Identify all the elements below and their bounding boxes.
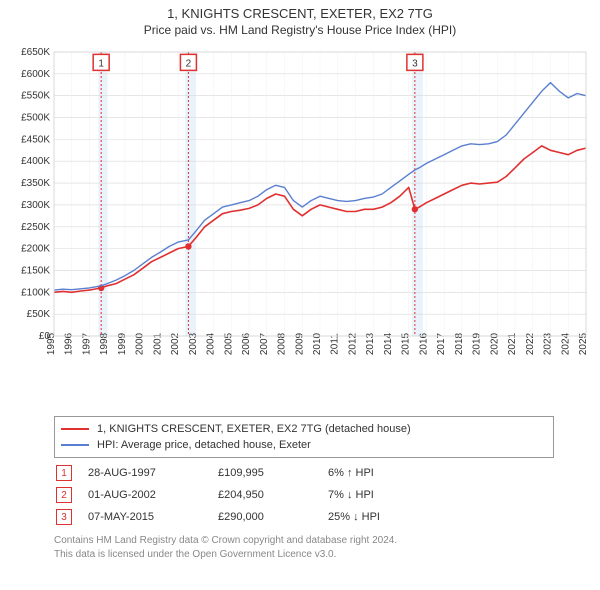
svg-text:£450K: £450K (21, 134, 50, 145)
sales-diff: 6% ↑ HPI (328, 467, 438, 479)
svg-text:£300K: £300K (21, 200, 50, 211)
svg-text:£150K: £150K (21, 265, 50, 276)
svg-text:£50K: £50K (27, 309, 51, 320)
legend-swatch-blue (61, 444, 89, 446)
svg-text:£200K: £200K (21, 244, 50, 255)
sales-price: £290,000 (218, 511, 328, 523)
chart-area: £0£50K£100K£150K£200K£250K£300K£350K£400… (10, 48, 590, 388)
footer-attribution: Contains HM Land Registry data © Crown c… (54, 534, 574, 561)
legend-label-red: 1, KNIGHTS CRESCENT, EXETER, EX2 7TG (de… (97, 423, 411, 435)
svg-text:£350K: £350K (21, 178, 50, 189)
legend-swatch-red (61, 428, 89, 430)
footer-line2: This data is licensed under the Open Gov… (54, 548, 574, 562)
svg-text:£550K: £550K (21, 91, 50, 102)
sales-row: 2 01-AUG-2002£204,9507% ↓ HPI (54, 484, 554, 506)
svg-text:£400K: £400K (21, 156, 50, 167)
sales-marker-3: 3 (56, 509, 72, 525)
svg-text:2: 2 (186, 58, 192, 69)
sales-price: £109,995 (218, 467, 328, 479)
svg-text:1: 1 (98, 58, 104, 69)
svg-text:£600K: £600K (21, 69, 50, 80)
sales-price: £204,950 (218, 489, 328, 501)
legend-label-blue: HPI: Average price, detached house, Exet… (97, 439, 311, 451)
svg-text:£250K: £250K (21, 222, 50, 233)
chart-title-line2: Price paid vs. HM Land Registry's House … (0, 23, 600, 37)
sales-row: 1 28-AUG-1997£109,9956% ↑ HPI (54, 462, 554, 484)
sales-diff: 7% ↓ HPI (328, 489, 438, 501)
sales-date: 07-MAY-2015 (88, 511, 218, 523)
legend: 1, KNIGHTS CRESCENT, EXETER, EX2 7TG (de… (54, 416, 554, 458)
legend-item-blue: HPI: Average price, detached house, Exet… (61, 437, 547, 453)
svg-text:£650K: £650K (21, 48, 50, 58)
svg-text:3: 3 (412, 58, 418, 69)
chart-title-line1: 1, KNIGHTS CRESCENT, EXETER, EX2 7TG (0, 6, 600, 21)
svg-text:£500K: £500K (21, 113, 50, 124)
sales-date: 01-AUG-2002 (88, 489, 218, 501)
sales-table: 1 28-AUG-1997£109,9956% ↑ HPI 2 01-AUG-2002… (54, 462, 554, 528)
line-chart-svg: £0£50K£100K£150K£200K£250K£300K£350K£400… (10, 48, 590, 388)
sales-marker-1: 1 (56, 465, 72, 481)
sales-marker-2: 2 (56, 487, 72, 503)
footer-line1: Contains HM Land Registry data © Crown c… (54, 534, 574, 548)
svg-text:£100K: £100K (21, 287, 50, 298)
sales-date: 28-AUG-1997 (88, 467, 218, 479)
legend-item-red: 1, KNIGHTS CRESCENT, EXETER, EX2 7TG (de… (61, 421, 547, 437)
chart-title-block: 1, KNIGHTS CRESCENT, EXETER, EX2 7TG Pri… (0, 0, 600, 41)
sales-diff: 25% ↓ HPI (328, 511, 438, 523)
sales-row: 3 07-MAY-2015£290,00025% ↓ HPI (54, 506, 554, 528)
